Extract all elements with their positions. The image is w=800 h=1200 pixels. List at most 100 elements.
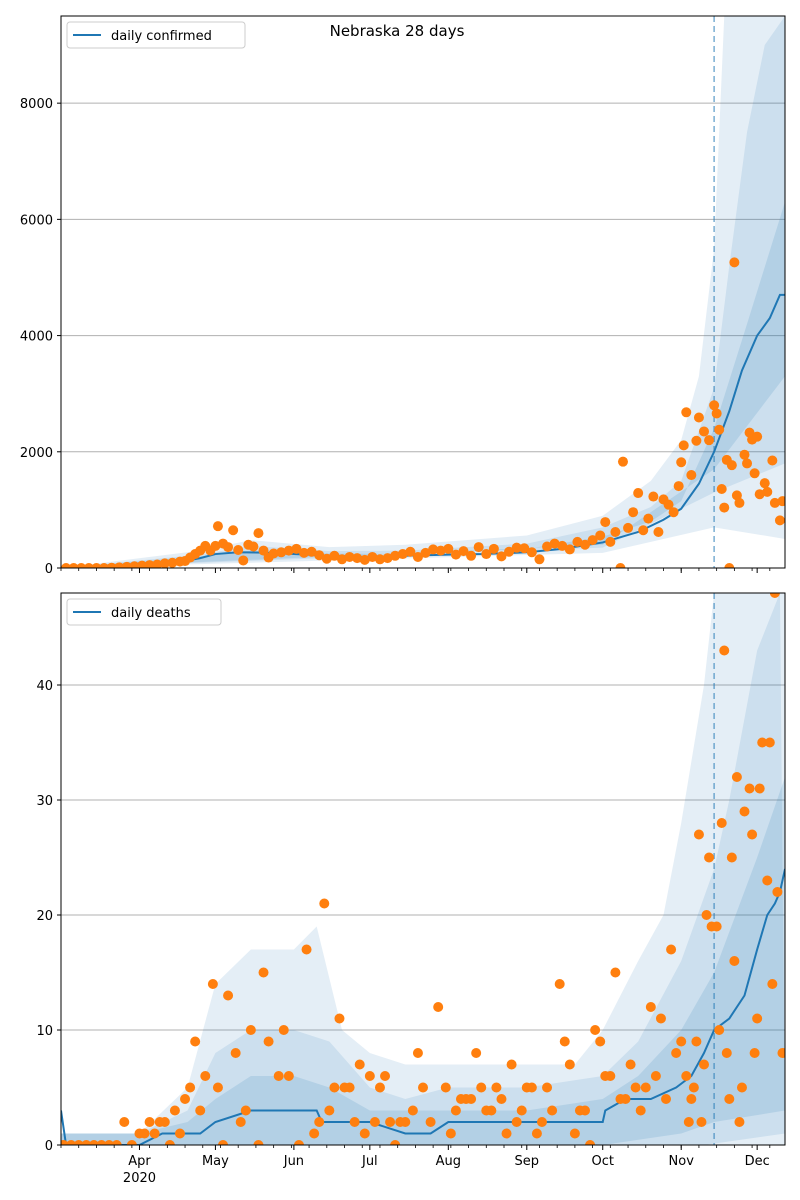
observed-point [407,1105,418,1116]
observed-point [238,555,249,566]
observed-point [299,547,310,558]
observed-point [195,1105,206,1116]
uncertainty-band-outer [61,16,785,568]
observed-point [471,1048,482,1058]
figure-title: Nebraska 28 days [330,22,465,40]
observed-point [212,521,223,532]
observed-point [425,1117,436,1127]
observed-point [595,530,606,541]
observed-point [752,431,763,442]
observed-point [104,1140,115,1145]
observed-point [466,1094,477,1104]
observed-point [704,435,715,446]
observed-point [676,457,687,468]
observed-point [359,1128,370,1139]
observed-point [309,1128,320,1139]
observed-point [650,1071,661,1081]
axes-frame [60,592,786,1146]
observed-point [615,563,626,568]
legend-box [66,21,246,49]
observed-point [501,1128,512,1139]
observed-point [263,1036,274,1047]
observed-point [397,549,408,560]
observed-point [511,1117,522,1127]
observed-point [400,1117,411,1127]
x-axis: Apr 2020 May Jun Jul Aug Sep Oct Nov Dec [60,568,771,1186]
observed-point [605,1071,616,1081]
observed-point [734,497,745,508]
observed-point [628,507,639,518]
legend-label: daily confirmed [111,29,212,44]
observed-point [683,1117,694,1127]
observed-point [681,1071,692,1081]
observed-point [663,499,674,510]
observed-point [159,558,170,568]
panel-daily-deaths: 0 10 20 30 40 daily deaths [36,592,786,1154]
observed-point [412,1048,423,1058]
observed-point [731,490,742,501]
observed-point [230,1048,241,1058]
observed-point [433,1002,444,1012]
observed-point [542,541,553,552]
observed-point [440,1082,451,1093]
observed-point [777,1048,785,1058]
observed-point [749,468,760,479]
observed-point [620,1094,631,1104]
observed-point [516,1105,527,1116]
observed-point [769,497,780,508]
observed-point [233,544,244,555]
observed-point [640,1082,651,1093]
observed-point [314,1117,325,1127]
observed-point [212,1082,223,1093]
plot-area [61,16,785,568]
observed-point [719,502,730,513]
observed-point [564,544,575,555]
observed-point [96,1140,107,1145]
observed-point [696,1117,707,1127]
observed-point [564,1059,575,1070]
observed-point [152,559,163,568]
observed-point [767,455,778,466]
uncertainty-band-middle [61,593,785,1145]
observed-point [367,551,378,562]
observed-point [364,1071,375,1081]
observed-point [777,496,785,507]
x-tick-label: May [202,1154,229,1169]
x-tick-label: Jun [283,1154,304,1169]
observed-point [218,1140,229,1145]
observed-point [314,550,325,561]
y-tick-label: 8000 [20,97,53,112]
observed-point [329,1082,340,1093]
observed-point [83,563,94,568]
observed-point [678,440,689,451]
observed-point [336,554,347,565]
observed-point [324,1105,335,1116]
observed-point [240,1105,251,1116]
observed-point [190,1036,201,1047]
observed-point [119,1117,130,1127]
observed-point [610,967,621,978]
y-tick-label: 0 [45,1139,53,1154]
observed-point [106,562,117,568]
observed-point [559,1036,570,1047]
observed-point [144,560,155,568]
observed-point [380,1071,391,1081]
observed-point [228,525,239,536]
observed-point [580,1105,591,1116]
observed-point [418,1082,428,1093]
observed-point [693,412,704,423]
observed-point [385,1117,396,1127]
observed-point [590,1025,601,1035]
observed-point [248,541,259,552]
x-tick-label: Sep [515,1154,540,1169]
observed-point [714,1025,725,1035]
observed-point [405,546,416,557]
observed-point [711,921,722,932]
observed-point [688,1082,699,1093]
observed-point [704,852,715,863]
observed-point [721,1048,732,1058]
observed-point [428,544,439,555]
observed-point [223,990,234,1001]
y-tick-label: 6000 [20,213,53,228]
observed-point [747,829,758,840]
